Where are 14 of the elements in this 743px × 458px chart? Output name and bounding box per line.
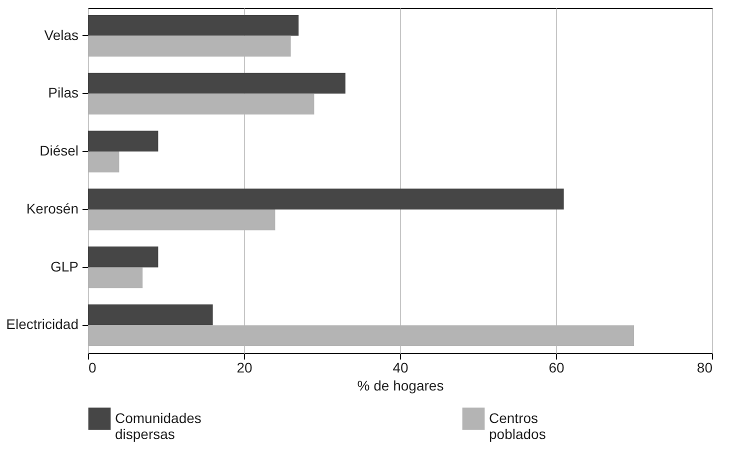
- y-tick-label: Electricidad: [6, 316, 78, 332]
- x-tick-label: 60: [548, 360, 564, 376]
- y-tick-label: Kerosén: [26, 200, 78, 216]
- x-tick-label: 0: [88, 360, 96, 376]
- y-tick-label: Velas: [44, 26, 78, 43]
- legend-label: Centros poblados: [489, 410, 546, 442]
- y-tick-label: Diésel: [40, 142, 78, 159]
- legend-label: Comunidades dispersas: [115, 410, 202, 442]
- y-tick-label: GLP: [50, 258, 78, 274]
- x-tick-label: 80: [696, 360, 713, 376]
- y-tick-label: Pilas: [48, 84, 78, 101]
- x-tick-label: 40: [392, 360, 408, 376]
- x-tick-label: 20: [236, 360, 252, 376]
- x-axis-title: % de hogares: [357, 378, 444, 394]
